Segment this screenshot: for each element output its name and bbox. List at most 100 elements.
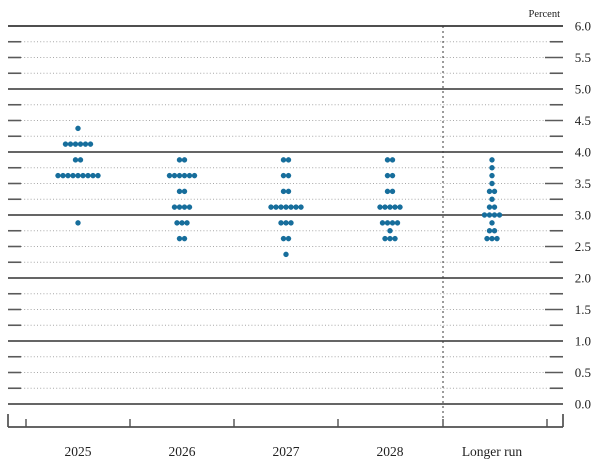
y-tick-label: 0.0: [575, 397, 591, 412]
projection-dot: [384, 188, 391, 195]
category-label-2028: 2028: [377, 444, 404, 459]
projection-dot: [489, 157, 495, 163]
projection-dot: [176, 188, 183, 195]
dots-2027: [268, 157, 304, 258]
projection-dot: [486, 228, 493, 234]
y-tick-label: 0.5: [575, 365, 591, 380]
projection-dot: [389, 172, 396, 179]
projection-dot: [90, 172, 96, 179]
projection-dot: [280, 157, 287, 163]
projection-dot: [280, 188, 287, 195]
projection-dot: [186, 204, 193, 210]
projection-dot: [298, 204, 304, 210]
projection-dot: [186, 172, 193, 179]
projection-dot: [55, 172, 61, 179]
projection-dot: [283, 220, 289, 226]
x-axis: [7, 414, 564, 428]
y-tick-label: 1.5: [575, 302, 591, 317]
projection-dot: [496, 212, 503, 218]
y-axis-labels: 6.0 5.5 5.0 4.5 4.0 3.5 3.0 2.5 2.0 1.5 1.0 0.5 0.0: [575, 19, 591, 412]
projection-dot: [280, 235, 287, 242]
projection-dot: [384, 157, 391, 163]
category-label-2025: 2025: [65, 444, 92, 459]
projection-dot: [382, 204, 388, 210]
projection-dot: [184, 220, 190, 226]
projection-dot: [481, 212, 488, 218]
projection-dot: [75, 220, 81, 226]
projection-dot: [389, 157, 396, 163]
y-tick-label: 3.0: [575, 208, 591, 223]
projection-dot: [387, 228, 393, 234]
dots-2026: [166, 157, 198, 242]
y-tick-label: 5.0: [575, 82, 591, 97]
projection-dot: [384, 220, 391, 226]
projection-dot: [60, 172, 66, 179]
projection-dot: [181, 157, 188, 163]
projection-dot: [171, 172, 178, 179]
projection-dot: [70, 172, 76, 179]
projection-dot: [491, 188, 498, 195]
projection-dot: [75, 125, 81, 132]
y-tick-label: 6.0: [575, 19, 591, 34]
dots-longer-run: [481, 157, 503, 242]
projection-dot: [181, 172, 188, 179]
y-tick-label: 4.5: [575, 113, 591, 128]
projection-dot: [389, 220, 396, 226]
projection-dot: [283, 204, 289, 210]
projection-dot: [278, 220, 284, 226]
projection-dot: [67, 141, 74, 147]
category-label-2027: 2027: [273, 444, 300, 459]
projection-dot: [278, 204, 284, 210]
dots-2028: [377, 157, 403, 242]
projection-dot: [176, 157, 183, 163]
category-label-longer-run: Longer run: [462, 444, 523, 459]
projection-dot: [87, 141, 94, 147]
projection-dot: [72, 141, 79, 147]
projection-dot: [176, 235, 183, 242]
projection-dot: [75, 172, 81, 179]
projection-dot: [179, 220, 185, 226]
y-tick-label: 5.5: [575, 50, 591, 65]
projection-dot: [85, 172, 91, 179]
projection-dot: [486, 204, 493, 210]
category-label-2026: 2026: [169, 444, 196, 459]
projection-dot: [494, 235, 500, 242]
projection-dot: [191, 172, 198, 179]
projection-dot: [489, 220, 495, 226]
y-tick-label: 3.5: [575, 176, 591, 191]
projection-dot: [486, 212, 493, 218]
projection-dot: [72, 157, 79, 163]
projection-dot: [273, 204, 279, 210]
projection-dot: [397, 204, 403, 210]
y-tick-label: 1.0: [575, 334, 591, 349]
projection-dot: [389, 188, 396, 195]
projection-dot: [283, 251, 289, 258]
projection-dot: [166, 172, 173, 179]
y-tick-label: 4.0: [575, 145, 591, 160]
projection-dot: [285, 188, 292, 195]
projection-dot: [77, 157, 84, 163]
projection-dot: [288, 220, 294, 226]
projection-dot: [174, 220, 180, 226]
projection-dot: [491, 228, 498, 234]
projection-dot: [65, 172, 71, 179]
projection-dot: [392, 204, 398, 210]
projection-dot: [484, 235, 490, 242]
projection-dot: [489, 235, 495, 242]
projection-dot: [80, 172, 86, 179]
projection-dot: [82, 141, 89, 147]
projection-dot: [285, 235, 292, 242]
projection-dot: [181, 204, 188, 210]
y-tick-label: 2.0: [575, 271, 591, 286]
projection-dot: [377, 204, 383, 210]
projection-dot: [489, 180, 495, 187]
projection-dot: [489, 172, 495, 179]
projection-dot: [491, 212, 498, 218]
projection-dot: [285, 157, 292, 163]
projection-dot: [387, 235, 393, 242]
projection-dot: [62, 141, 69, 147]
projection-dot: [171, 204, 178, 210]
projection-dot: [293, 204, 299, 210]
